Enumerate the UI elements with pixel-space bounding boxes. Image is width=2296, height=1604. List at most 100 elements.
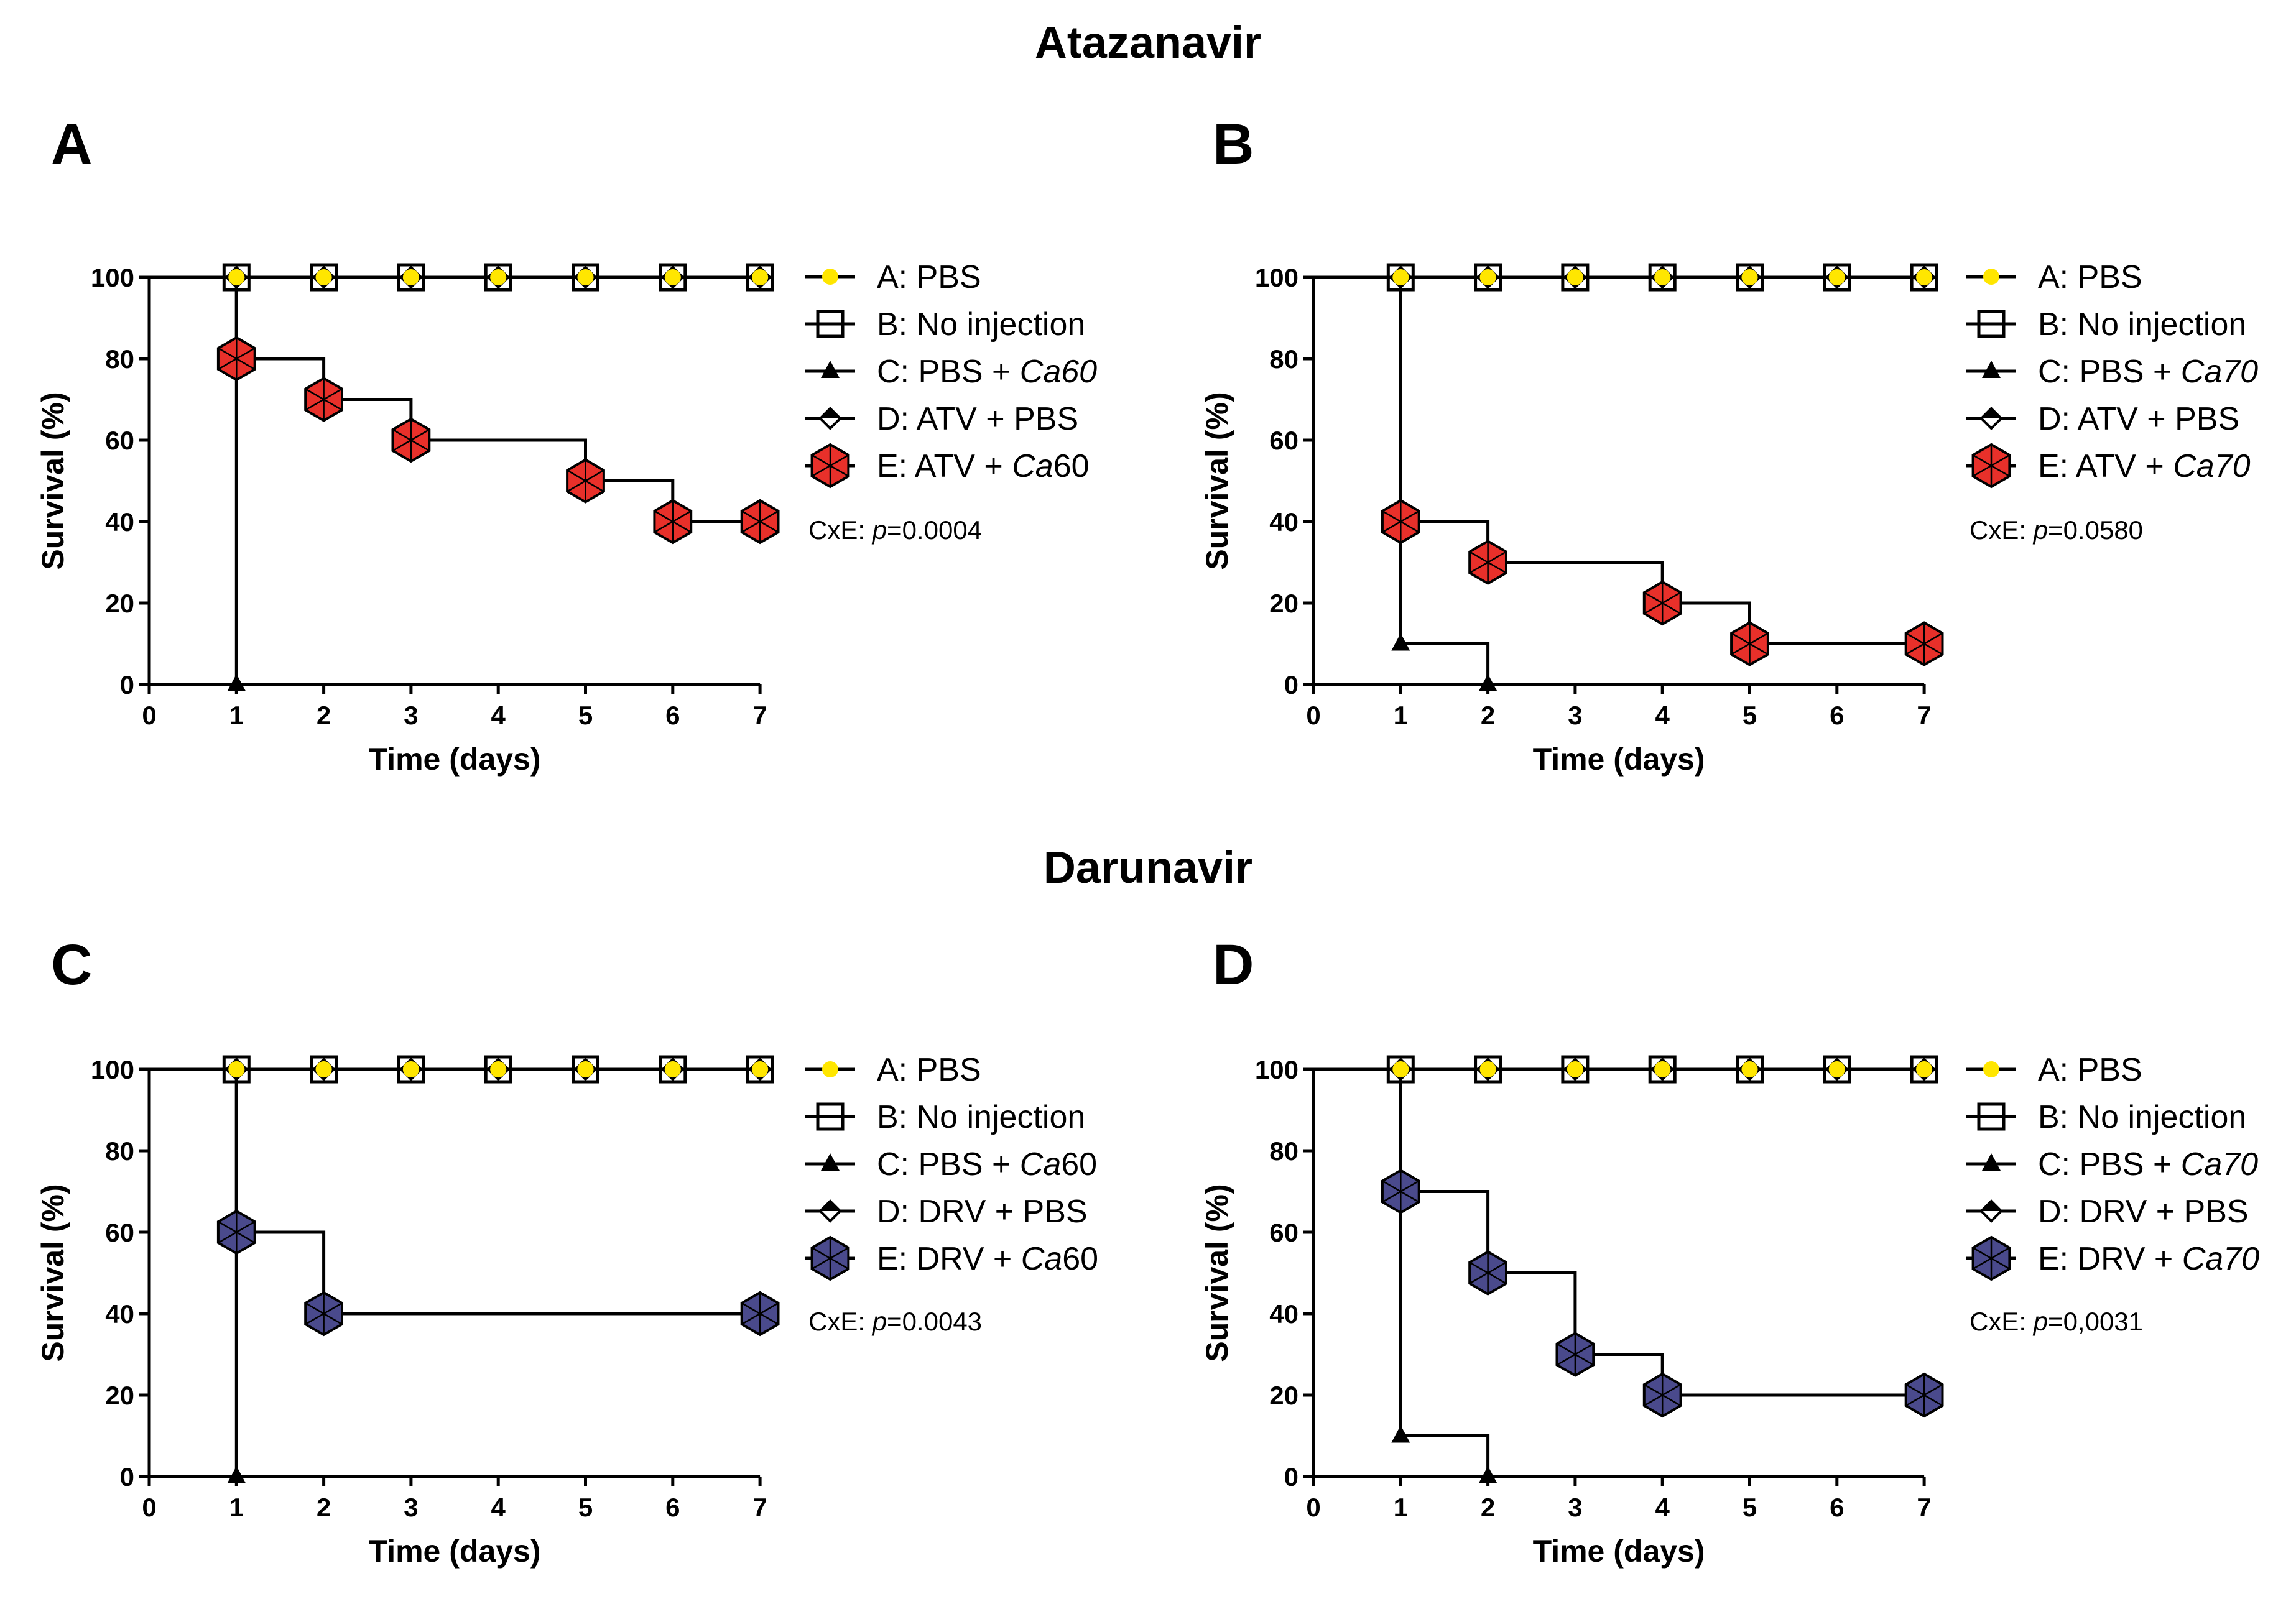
x-tick-label: 3 xyxy=(1568,701,1582,730)
x-tick-label: 5 xyxy=(1743,701,1757,730)
y-tick-label: 20 xyxy=(1269,589,1298,618)
x-tick-label: 0 xyxy=(142,701,156,730)
y-tick-label: 0 xyxy=(1284,670,1298,699)
legend-label-italic: Ca70 xyxy=(2173,448,2250,484)
data-point xyxy=(1381,499,1420,545)
p-value-number: =0.0004 xyxy=(887,515,982,545)
data-point xyxy=(402,269,419,285)
axes: 0 20 40 60 80 100 0 1 2 3 4 5 6 7 Time (days) Survival … xyxy=(35,1055,767,1569)
legend-label: A: PBS xyxy=(877,1052,981,1088)
legend-marker xyxy=(821,1153,840,1171)
data-point xyxy=(740,499,780,545)
y-tick-label: 60 xyxy=(105,426,134,455)
legend-marker xyxy=(1983,269,1999,285)
data-point xyxy=(752,1061,769,1077)
legend-label: D: ATV + PBS xyxy=(2038,401,2239,437)
x-tick-label: 0 xyxy=(1306,701,1320,730)
legend-item: B: No injection xyxy=(805,1099,1085,1135)
legend-label-suffix: 60 xyxy=(1061,1146,1097,1182)
x-axis-title: Time (days) xyxy=(369,1534,541,1569)
data-point xyxy=(1391,1425,1410,1443)
x-tick-label: 7 xyxy=(752,1493,767,1522)
x-axis-title: Time (days) xyxy=(1533,742,1705,777)
legend-label-text: D: DRV + PBS xyxy=(877,1194,1088,1230)
step-line xyxy=(149,275,761,523)
legend-marker xyxy=(1971,443,2011,489)
legend-label-text: E: ATV + xyxy=(877,448,1012,484)
legend-marker xyxy=(1979,1199,2003,1223)
data-point xyxy=(1386,263,1415,292)
legend-label: D: DRV + PBS xyxy=(2038,1194,2249,1230)
data-point xyxy=(659,1055,687,1084)
legend-label-text: C: PBS + xyxy=(877,354,1020,390)
data-point xyxy=(1904,1372,1944,1418)
axes: 0 20 40 60 80 100 0 1 2 3 4 5 6 7 Time (days) Survival … xyxy=(35,263,767,777)
legend-marker xyxy=(816,310,845,338)
x-tick-label: 1 xyxy=(229,1493,244,1522)
legend-label: C: PBS + Ca60 xyxy=(877,354,1097,390)
legend-label-text: B: No injection xyxy=(877,307,1085,343)
legend-item: C: PBS + Ca60 xyxy=(805,1146,1097,1182)
legend-label: C: PBS + Ca70 xyxy=(2038,1146,2258,1182)
data-point xyxy=(1478,674,1497,691)
data-point xyxy=(1648,263,1677,292)
p-value-annotation: CxE: p=0.0580 xyxy=(1970,515,2143,545)
data-point xyxy=(572,263,599,292)
legend-label: B: No injection xyxy=(2038,1099,2246,1135)
x-tick-label: 6 xyxy=(665,1493,680,1522)
legend-label-text: A: PBS xyxy=(2038,1052,2142,1088)
data-point xyxy=(222,1055,251,1084)
p-value-annotation: CxE: p=0.0043 xyxy=(808,1307,982,1336)
x-tick-label: 5 xyxy=(578,1493,593,1522)
data-point xyxy=(1916,1061,1933,1077)
data-point xyxy=(1391,633,1410,651)
panel-letter-a: A xyxy=(51,113,93,176)
legend-item: A: PBS xyxy=(805,1052,981,1088)
data-point xyxy=(1474,1055,1502,1084)
legend-item: A: PBS xyxy=(1966,1052,2142,1088)
chart-panel-b: 0 20 40 60 80 100 0 1 2 3 4 5 6 7 Time (days) Survival … xyxy=(1200,259,2258,777)
data-point xyxy=(397,263,425,292)
data-point xyxy=(1479,269,1496,285)
data-point xyxy=(1741,269,1758,285)
data-point xyxy=(577,269,594,285)
legend-item: D: DRV + PBS xyxy=(1966,1194,2249,1230)
legend-item: E: DRV + Ca60 xyxy=(805,1235,1098,1281)
p-value-annotation: CxE: p=0.0004 xyxy=(808,515,982,545)
legend-label-italic: Ca xyxy=(1021,1241,1062,1277)
y-tick-label: 100 xyxy=(1255,263,1298,292)
axes: 0 20 40 60 80 100 0 1 2 3 4 5 6 7 Time (days) Survival … xyxy=(1200,263,1932,777)
legend-marker xyxy=(821,361,840,378)
chart-panel-c: 0 20 40 60 80 100 0 1 2 3 4 5 6 7 Time (days) Survival … xyxy=(35,1052,1098,1569)
data-point xyxy=(1567,1061,1583,1077)
step-line xyxy=(1313,275,1925,645)
legend-label-text: E: DRV + xyxy=(2038,1241,2182,1277)
data-point xyxy=(664,1061,681,1077)
legend-label-text: D: DRV + PBS xyxy=(2038,1194,2249,1230)
legend-label: E: DRV + Ca60 xyxy=(877,1241,1098,1277)
chart-panel-a: 0 20 40 60 80 100 0 1 2 3 4 5 6 7 Time (days) Survival … xyxy=(35,259,1097,777)
legend-item: A: PBS xyxy=(805,259,981,295)
p-value-prefix: CxE: xyxy=(1970,515,2034,545)
data-point xyxy=(315,1061,332,1077)
chart-panel-d: 0 20 40 60 80 100 0 1 2 3 4 5 6 7 Time (days) Survival … xyxy=(1200,1052,2259,1569)
axes: 0 20 40 60 80 100 0 1 2 3 4 5 6 7 Time (days) Survival … xyxy=(1200,1055,1932,1569)
series-points xyxy=(216,1055,780,1483)
x-axis-title: Time (days) xyxy=(1533,1534,1705,1569)
x-tick-label: 6 xyxy=(1830,701,1844,730)
legend-item: A: PBS xyxy=(1966,259,2142,295)
x-tick-label: 4 xyxy=(1655,701,1670,730)
data-point xyxy=(577,1061,594,1077)
step-line xyxy=(149,275,238,684)
legend-label-text: E: ATV + xyxy=(2038,448,2173,484)
data-point xyxy=(1910,1055,1938,1084)
data-point xyxy=(1386,1055,1415,1084)
y-tick-label: 40 xyxy=(105,507,134,537)
data-point xyxy=(484,263,512,292)
x-tick-label: 2 xyxy=(1481,1493,1495,1522)
y-axis-title: Survival (%) xyxy=(1200,1184,1234,1362)
legend: A: PBS B: No injection C: PBS + Ca70 D: ATV… xyxy=(1966,259,2258,489)
data-point xyxy=(228,269,245,285)
data-point xyxy=(1392,1061,1409,1077)
legend-item: B: No injection xyxy=(1966,1099,2246,1135)
